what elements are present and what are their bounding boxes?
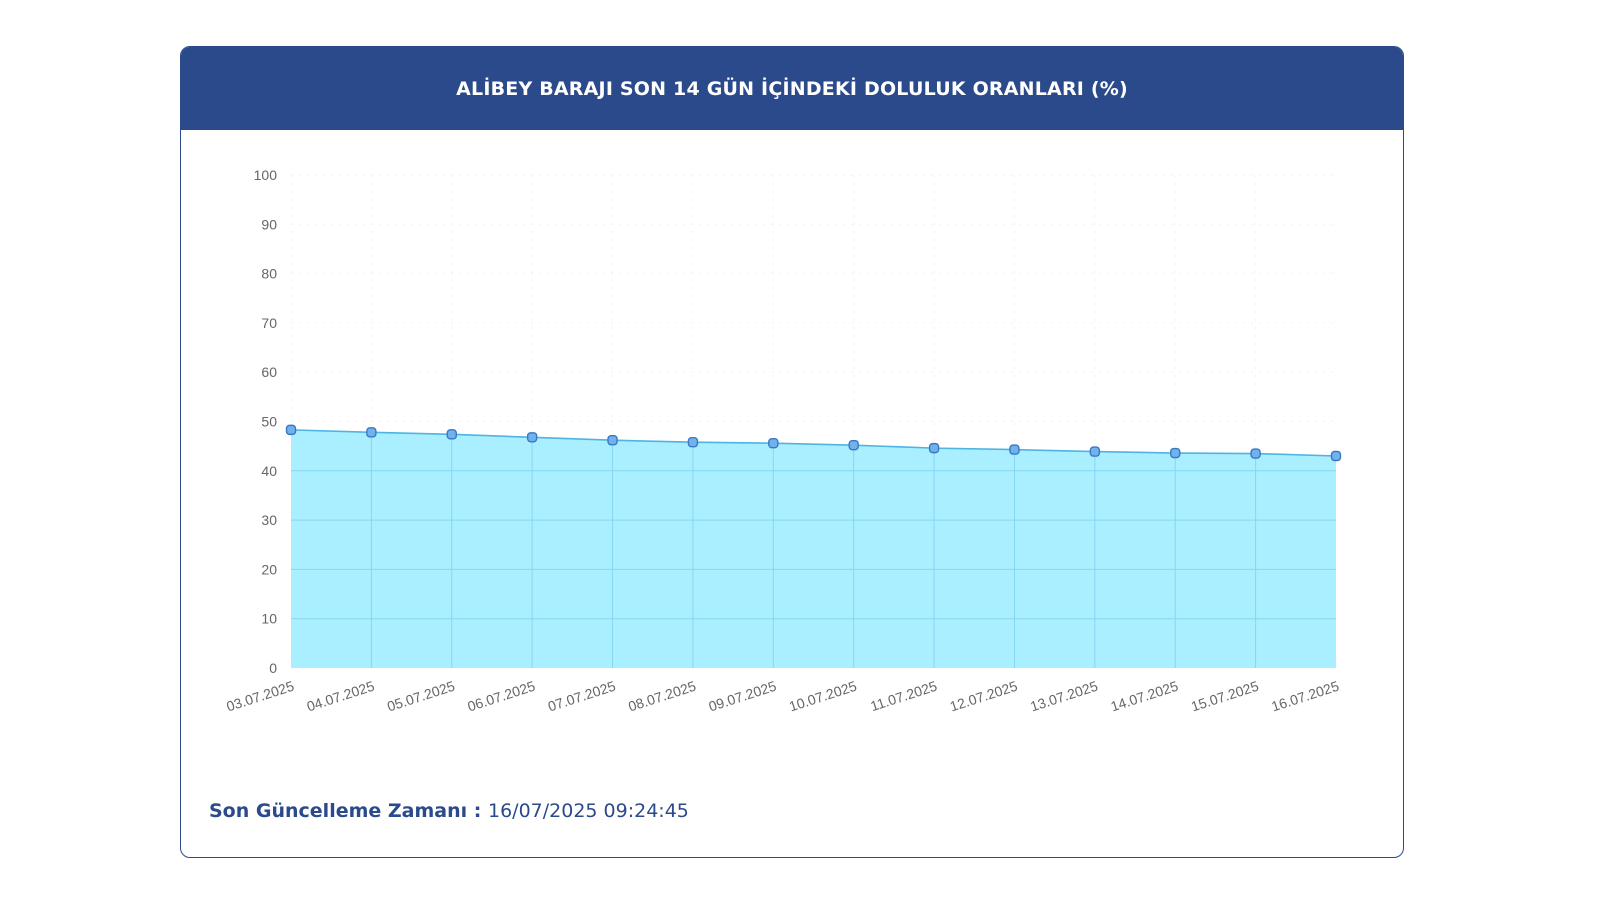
x-tick-label: 05.07.2025 [385,678,457,715]
data-point [1330,450,1342,462]
x-tick-label: 07.07.2025 [546,678,618,715]
chart-header: ALİBEY BARAJI SON 14 GÜN İÇİNDEKİ DOLULU… [181,47,1403,130]
x-tick-label: 04.07.2025 [305,678,377,715]
y-tick-label: 100 [254,167,278,183]
y-tick-label: 60 [261,364,277,380]
y-tick-label: 30 [261,512,277,528]
y-tick-label: 0 [269,660,277,676]
x-tick-label: 06.07.2025 [465,678,537,715]
data-point [928,442,940,454]
data-point [1170,447,1181,459]
y-tick-label: 80 [261,266,277,282]
chart-area: 0 10 20 30 40 50 60 70 80 90 100 03.07.2025 04.07.20… [181,130,1403,770]
data-point [1009,444,1020,455]
data-point [366,427,377,438]
y-tick-label: 50 [261,414,277,430]
data-point [1089,446,1101,457]
data-point [526,432,538,443]
series-area [291,429,1336,668]
chart-title: ALİBEY BARAJI SON 14 GÜN İÇİNDEKİ DOLULU… [456,77,1128,100]
data-point [687,437,699,448]
y-tick-label: 40 [261,463,277,479]
last-update-label: Son Güncelleme Zamanı [209,800,468,822]
x-tick-label: 09.07.2025 [707,678,779,715]
y-tick-label: 10 [261,611,277,627]
series-line [290,429,1337,457]
x-tick-label: 11.07.2025 [868,678,939,715]
chart-card: ALİBEY BARAJI SON 14 GÜN İÇİNDEKİ DOLULU… [180,46,1404,858]
x-tick-label: 12.07.2025 [948,678,1020,715]
x-tick-label: 15.07.2025 [1189,678,1261,715]
data-point [446,429,457,440]
x-tick-label: 14.07.2025 [1109,678,1181,715]
area-chart: 0 10 20 30 40 50 60 70 80 90 100 03.07.2025 04.07.20… [224,167,1342,715]
data-point [1250,448,1261,459]
y-tick-label: 90 [261,216,277,232]
data-point [768,437,779,449]
x-tick-label: 13.07.2025 [1028,678,1100,715]
x-tick-label: 03.07.2025 [224,678,296,715]
data-point [607,435,618,446]
last-update: Son Güncelleme Zamanı : 16/07/2025 09:24… [209,800,689,822]
last-update-separator: : [467,800,488,822]
data-point [285,424,297,436]
last-update-value: 16/07/2025 09:24:45 [487,800,689,822]
y-tick-label: 20 [261,561,277,577]
y-tick-label: 70 [261,315,277,331]
x-tick-label: 08.07.2025 [626,678,698,715]
x-tick-label: 10.07.2025 [787,678,859,715]
data-point [848,439,859,451]
x-tick-label: 16.07.2025 [1269,678,1341,715]
